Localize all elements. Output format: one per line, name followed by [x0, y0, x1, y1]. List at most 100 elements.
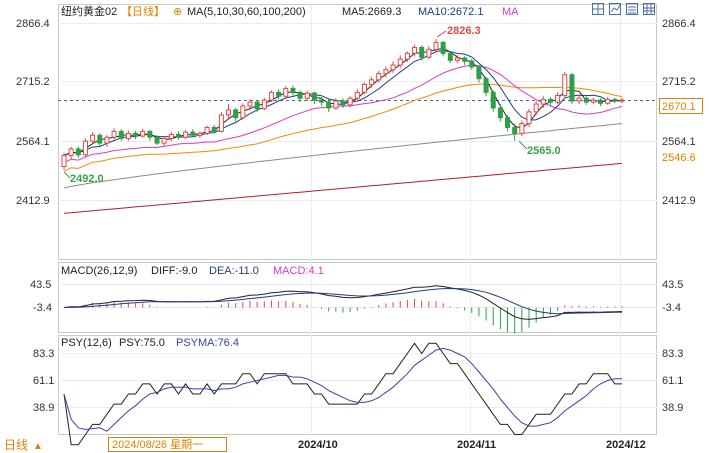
candle-body — [168, 134, 174, 139]
candle-body — [247, 101, 253, 107]
candle-body — [211, 126, 217, 132]
candle-body — [497, 107, 503, 119]
candle-body — [183, 131, 189, 138]
candle-body — [361, 84, 367, 93]
high-annotation: 2826.3 — [447, 25, 481, 37]
macd-tick-right: 43.5 — [662, 279, 683, 291]
candle-body — [469, 60, 475, 68]
candle-body — [254, 101, 260, 110]
candle-body — [68, 148, 74, 157]
candle-body — [390, 64, 396, 71]
candle-body — [326, 101, 332, 109]
period-selector[interactable]: 日线 — [4, 438, 28, 452]
candle-body — [190, 131, 196, 136]
candle-body — [333, 100, 339, 109]
candle-body — [419, 46, 425, 58]
psy-tick-left: 38.9 — [33, 402, 54, 414]
period-arrow-icon[interactable]: ▲ — [33, 441, 43, 452]
candle-body — [240, 105, 246, 119]
macd-diff-line — [63, 285, 623, 320]
candle-body — [233, 109, 239, 119]
candle-body — [598, 99, 604, 104]
macd-tick-right: -3.4 — [662, 302, 681, 314]
candle-body — [426, 48, 432, 58]
candle-body — [612, 98, 618, 102]
candle-body — [104, 136, 110, 144]
candle-body — [404, 52, 410, 60]
psy-lines — [63, 342, 622, 446]
psy-header: PSY(12,6) PSY:75.0 PSYMA:76.4 — [61, 337, 239, 349]
psy-tick-left: 83.3 — [33, 348, 54, 360]
macd-value: MACD:4.1 — [273, 265, 324, 277]
macd-tick-left: -3.4 — [33, 302, 52, 314]
chart-toggle-icon[interactable] — [609, 3, 621, 15]
candle-body — [261, 99, 267, 110]
candle-body — [490, 91, 496, 109]
candle-body — [540, 98, 546, 105]
candle-body — [590, 99, 596, 103]
candle-body — [197, 132, 203, 136]
psy-panel-frame — [58, 335, 657, 435]
psy-line — [63, 342, 622, 446]
layout-grid-icon[interactable] — [592, 3, 604, 15]
candle-body — [576, 97, 582, 102]
ma100-line — [63, 123, 623, 189]
date-readout: 2024/08/26 星期一 — [112, 438, 203, 451]
candle-body — [226, 109, 232, 116]
candle-body — [605, 98, 611, 104]
ma-spec: MA(5,10,30,60,100,200) — [187, 6, 306, 18]
list-icon[interactable] — [626, 3, 638, 15]
candle-body — [412, 46, 418, 54]
panel-frames — [58, 4, 657, 435]
ma10-value: MA10:2672.1 — [418, 6, 483, 18]
candle-body — [454, 57, 460, 61]
price-panel-frame — [58, 4, 657, 260]
candle-body — [75, 148, 81, 156]
ma200-line — [63, 162, 623, 214]
candle-body — [512, 126, 518, 134]
candlesticks — [61, 39, 625, 170]
candle-body — [283, 87, 289, 97]
candle-body — [147, 130, 153, 138]
candle-body — [161, 137, 167, 144]
grid-icon[interactable] — [643, 3, 655, 15]
month-label: 2024/10 — [298, 439, 338, 451]
month-label: 2024/11 — [457, 439, 496, 451]
psyma-line — [63, 347, 622, 432]
symbol-name[interactable]: 纽约黄金02 — [61, 4, 117, 18]
macd-header: MACD(26,12,9) DIFF:-9.0 DEA:-11.0 MACD:4… — [61, 265, 324, 277]
candle-body — [505, 117, 511, 128]
candle-body — [347, 97, 353, 106]
current-price-tag: 2670.1 — [659, 98, 703, 114]
high-annotation-pointer — [436, 30, 447, 38]
zoom-icon[interactable]: ⊕ — [173, 6, 182, 18]
candle-body — [476, 66, 482, 80]
macd-dea-line — [63, 287, 623, 315]
psy-tick-right: 83.3 — [662, 348, 683, 360]
candle-body — [397, 58, 403, 66]
candle-body — [204, 126, 210, 134]
candle-body — [175, 134, 181, 138]
price-tick-left: 2866.4 — [16, 18, 50, 30]
ma-extra: MA — [502, 6, 519, 18]
candle-body — [311, 92, 317, 101]
low-annotation-mid: 2565.0 — [527, 145, 561, 157]
low-annotation-left: 2492.0 — [70, 173, 104, 185]
macd-panel-frame — [58, 262, 657, 333]
candle-body — [555, 94, 561, 103]
candle-body — [462, 57, 468, 62]
candle-body — [140, 130, 146, 137]
candle-body — [90, 134, 96, 142]
candle-body — [97, 134, 103, 144]
candle-body — [133, 132, 139, 137]
macd-tick-left: 43.5 — [30, 279, 51, 291]
period-tag[interactable]: 【日线】 — [121, 4, 165, 18]
candle-body — [125, 132, 131, 139]
candle-body — [583, 97, 589, 103]
candle-body — [533, 103, 539, 113]
candle-body — [569, 74, 575, 102]
toolbar — [592, 3, 655, 15]
candle-body — [340, 100, 346, 106]
price-tick-right: 2866.4 — [662, 18, 696, 30]
